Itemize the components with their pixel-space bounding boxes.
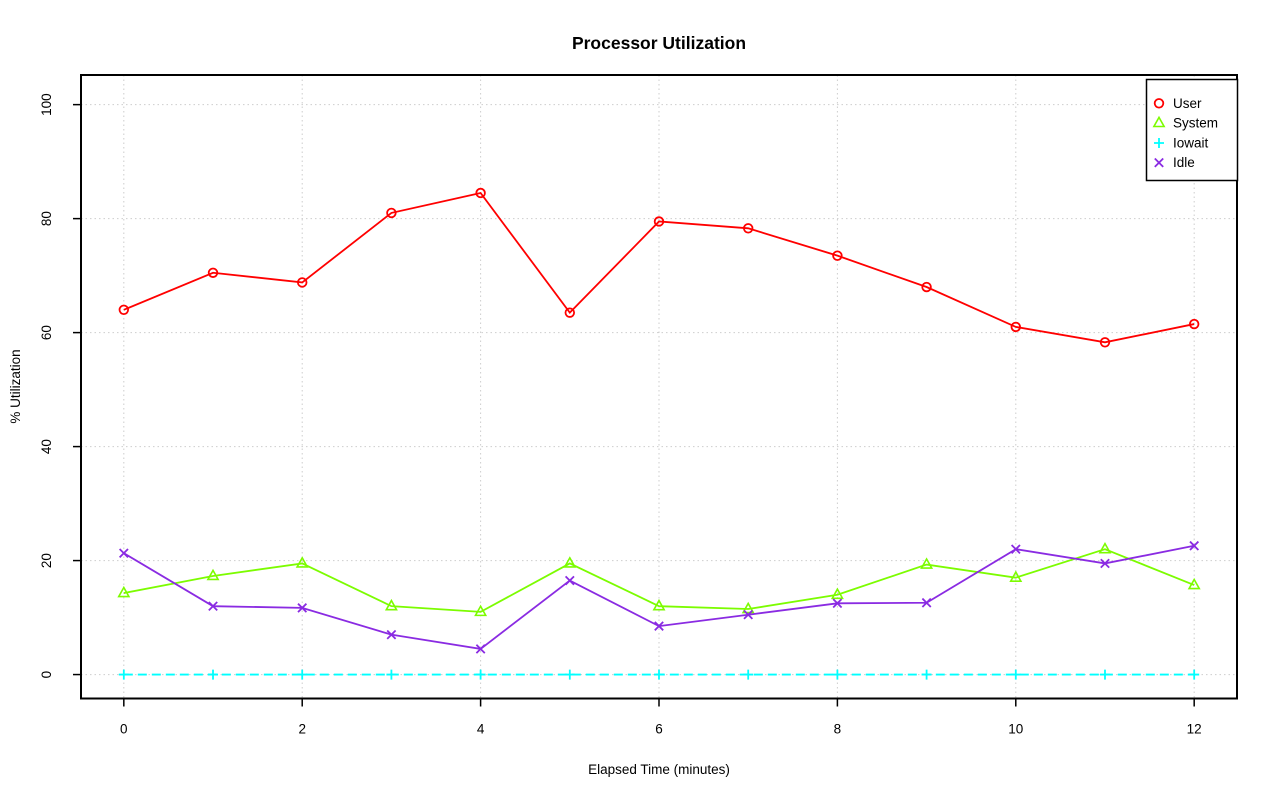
marker-iowait <box>654 669 664 680</box>
marker-idle <box>1010 544 1021 555</box>
marker-idle <box>1189 540 1200 551</box>
marker-system <box>384 598 398 611</box>
series-idle <box>118 540 1200 654</box>
marker-user <box>832 250 843 261</box>
marker-iowait <box>118 669 129 680</box>
series-system <box>117 541 1201 617</box>
marker-user <box>475 187 486 199</box>
marker-system <box>920 557 934 569</box>
marker-iowait <box>1189 669 1200 680</box>
marker-idle <box>475 644 486 654</box>
x-tick-label: 2 <box>298 722 306 737</box>
marker-iowait <box>208 669 219 680</box>
grid-layer <box>81 75 1237 699</box>
marker-system <box>206 568 220 581</box>
marker-idle <box>564 575 575 586</box>
marker-system <box>295 556 309 568</box>
legend-item-system: System <box>1152 115 1218 131</box>
marker-user <box>921 281 932 293</box>
marker-idle <box>832 598 843 609</box>
iowait-plus-icon <box>1154 138 1164 148</box>
system-triangle-icon <box>1152 115 1166 128</box>
marker-idle <box>386 629 397 640</box>
marker-system <box>652 598 666 611</box>
marker-user <box>118 304 130 316</box>
legend-label-iowait: Iowait <box>1173 136 1209 151</box>
marker-system <box>1098 541 1112 554</box>
x-axis-title: Elapsed Time (minutes) <box>588 762 730 777</box>
marker-system <box>563 556 577 568</box>
marker-iowait <box>1099 669 1110 680</box>
y-tick-label: 80 <box>39 211 54 226</box>
legend-box <box>1145 78 1239 182</box>
y-tick-label: 40 <box>39 439 54 454</box>
marker-system <box>741 601 755 614</box>
marker-idle <box>208 601 218 612</box>
y-tick-label: 20 <box>39 553 54 568</box>
x-tick-label: 4 <box>477 722 485 737</box>
legend-item-user: User <box>1153 96 1202 111</box>
marker-iowait <box>564 669 575 680</box>
marker-idle <box>743 609 754 620</box>
marker-user <box>207 267 219 278</box>
marker-system <box>117 585 131 598</box>
legend-label-idle: Idle <box>1173 155 1195 170</box>
x-tick-label: 8 <box>834 722 842 737</box>
marker-iowait <box>743 669 754 680</box>
marker-iowait <box>475 669 486 680</box>
y-tick-label: 60 <box>39 325 54 340</box>
y-tick-label: 100 <box>39 93 54 116</box>
marker-system <box>830 587 844 600</box>
marker-user <box>1099 337 1111 348</box>
y-axis-title: % Utilization <box>8 349 23 423</box>
series-line-user <box>123 191 1195 344</box>
marker-user <box>1188 318 1200 330</box>
marker-iowait <box>297 669 308 680</box>
marker-idle <box>118 548 129 559</box>
marker-system <box>1009 570 1023 582</box>
x-tick-label: 10 <box>1008 722 1023 737</box>
x-tick-label: 6 <box>655 722 663 737</box>
marker-system <box>1187 577 1201 590</box>
idle-x-icon <box>1154 157 1164 168</box>
marker-idle <box>654 621 664 631</box>
x-tick-label: 0 <box>120 722 128 737</box>
marker-user <box>564 307 576 318</box>
marker-user <box>1010 321 1021 333</box>
marker-iowait <box>386 669 397 680</box>
marker-iowait <box>921 669 932 680</box>
marker-user <box>297 277 308 288</box>
marker-idle <box>297 603 308 613</box>
series-layer <box>117 187 1201 680</box>
user-circle-icon <box>1153 98 1165 109</box>
x-tick-label: 12 <box>1187 722 1202 737</box>
legend-label-system: System <box>1173 116 1218 131</box>
marker-idle <box>921 597 932 608</box>
y-tick-label: 0 <box>39 671 54 679</box>
series-iowait <box>118 669 1200 680</box>
legend-item-iowait: Iowait <box>1154 136 1209 151</box>
chart-title: Processor Utilization <box>572 33 746 53</box>
legend: User System Iowait Idle <box>1145 78 1239 182</box>
legend-label-user: User <box>1173 96 1202 111</box>
series-line-system <box>123 548 1195 613</box>
marker-iowait <box>1010 669 1021 680</box>
series-user <box>118 187 1200 348</box>
marker-user <box>742 223 754 234</box>
axis-layer: 0 2 4 6 8 10 12 0 20 40 60 80 100 <box>39 93 1202 736</box>
marker-user <box>386 207 397 219</box>
marker-system <box>474 604 488 617</box>
marker-idle <box>1100 558 1110 569</box>
legend-item-idle: Idle <box>1154 155 1195 170</box>
marker-iowait <box>832 669 843 680</box>
marker-user <box>653 216 665 227</box>
